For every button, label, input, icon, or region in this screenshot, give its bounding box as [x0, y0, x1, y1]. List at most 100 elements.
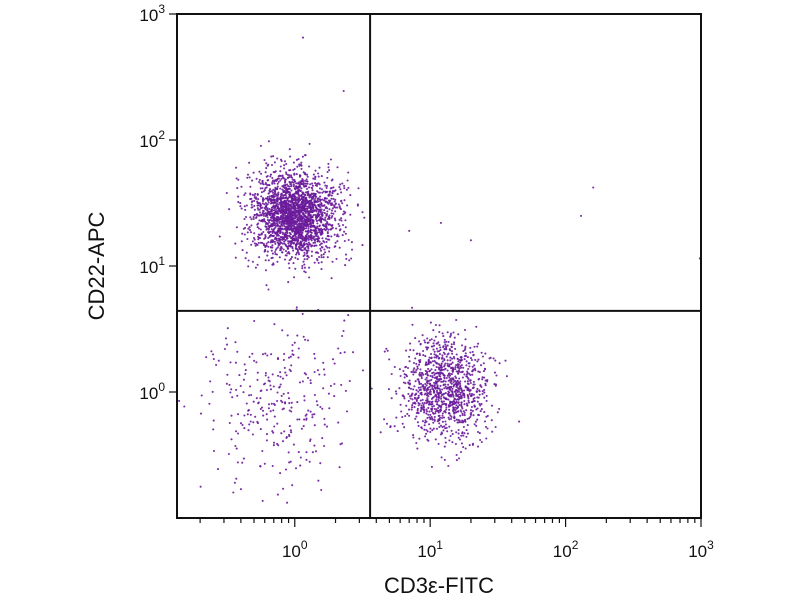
data-point	[304, 271, 307, 274]
data-point	[394, 390, 397, 393]
data-point	[303, 258, 306, 261]
data-point	[286, 245, 290, 248]
data-point	[429, 390, 432, 393]
data-point	[249, 413, 252, 416]
data-point	[463, 414, 466, 417]
data-point	[447, 340, 450, 343]
data-point	[481, 392, 484, 396]
data-point	[301, 202, 304, 205]
data-point	[252, 216, 255, 219]
data-point	[293, 239, 296, 242]
data-point	[322, 256, 325, 259]
data-point	[438, 371, 441, 374]
data-point	[225, 191, 228, 195]
data-point	[240, 185, 243, 188]
data-point	[284, 202, 287, 205]
data-point	[261, 409, 265, 412]
data-point	[259, 187, 262, 190]
data-point	[258, 208, 261, 211]
data-point	[286, 235, 289, 238]
data-point	[242, 378, 245, 381]
data-point	[414, 393, 417, 396]
data-point	[261, 198, 264, 201]
data-point	[456, 366, 459, 369]
data-point	[269, 388, 273, 391]
data-point	[419, 342, 422, 345]
data-point	[265, 413, 268, 416]
data-point	[287, 224, 290, 227]
data-point	[433, 350, 436, 353]
data-point	[306, 173, 309, 176]
data-point	[229, 391, 232, 394]
data-point	[478, 390, 481, 393]
data-point	[311, 221, 314, 224]
data-point	[309, 410, 312, 413]
data-point	[283, 234, 286, 237]
data-point	[329, 187, 332, 190]
data-point	[283, 191, 286, 194]
data-point	[464, 385, 467, 388]
data-point	[317, 227, 320, 230]
data-point	[256, 371, 259, 374]
data-point	[284, 371, 287, 374]
data-point	[266, 254, 269, 257]
data-point	[261, 187, 264, 190]
data-point	[276, 358, 280, 361]
data-point	[284, 211, 287, 214]
data-point	[428, 339, 431, 342]
data-point	[226, 373, 229, 376]
data-point	[425, 432, 428, 435]
data-point	[460, 405, 463, 409]
data-point	[260, 389, 263, 392]
data-point	[477, 342, 480, 345]
data-point	[269, 202, 272, 205]
data-point	[304, 246, 307, 250]
data-point	[291, 178, 294, 181]
data-point	[448, 402, 452, 405]
data-point	[319, 249, 323, 252]
data-point	[420, 382, 423, 385]
data-point	[424, 341, 427, 344]
data-point	[327, 202, 330, 205]
data-point	[271, 373, 274, 376]
data-point	[251, 193, 254, 196]
data-point	[288, 180, 291, 183]
data-point	[276, 399, 279, 403]
data-point	[300, 243, 303, 246]
data-point	[282, 487, 285, 490]
data-point	[322, 240, 325, 243]
data-point	[281, 224, 284, 227]
data-point	[424, 355, 427, 358]
data-point	[453, 412, 456, 415]
data-point	[239, 202, 242, 205]
data-point	[281, 213, 285, 216]
data-point	[244, 208, 247, 211]
data-point	[455, 388, 458, 391]
data-point	[334, 219, 337, 222]
data-point	[331, 207, 334, 210]
data-point	[218, 235, 221, 238]
data-point	[478, 393, 481, 396]
data-point	[279, 225, 282, 228]
data-point	[279, 217, 282, 221]
data-point	[426, 372, 429, 375]
data-point	[285, 220, 288, 223]
data-point	[449, 386, 453, 389]
data-point	[215, 363, 218, 366]
data-point	[408, 229, 411, 232]
data-point	[265, 214, 268, 217]
data-point	[297, 356, 300, 359]
data-point	[278, 220, 281, 224]
data-point	[326, 246, 329, 249]
data-point	[465, 375, 468, 378]
data-point	[295, 237, 298, 240]
data-point	[291, 195, 294, 198]
data-point	[419, 388, 422, 391]
data-point	[451, 433, 454, 436]
data-point	[200, 394, 203, 397]
data-point	[251, 352, 254, 355]
data-point	[260, 232, 263, 235]
data-point	[427, 388, 430, 391]
data-point	[244, 372, 247, 375]
data-point	[453, 357, 456, 360]
